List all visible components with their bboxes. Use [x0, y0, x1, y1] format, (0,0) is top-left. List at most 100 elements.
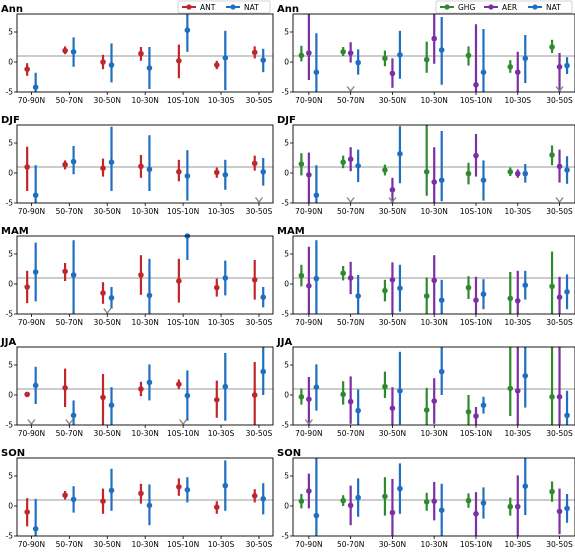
panel-son-right-aer-point-50-70n: [347, 502, 354, 509]
panel-jja-left-nat-point-10-30s: [222, 383, 229, 390]
panel-jja-right-ghg-point-10-30s: [507, 385, 514, 392]
panel-ann-left-xtick-label-30-50n: 30-50N: [94, 96, 121, 105]
panel-mam-left-ytick-label--5: -5: [6, 310, 14, 319]
panel-jja-right-ytick-label-5: 5: [284, 361, 289, 370]
panel-son-left-nat-point-10s-10n: [184, 487, 191, 493]
panel-jja-right-nat-point-30-50n: [397, 388, 403, 394]
panel-jja-left-nat-point-30-50n: [108, 402, 115, 409]
panel-jja-right-aer-point-10-30n: [431, 398, 438, 404]
panel-mam-left-xtick-label-10-30s: 10-30S: [208, 318, 235, 327]
panel-son-right-ytick-label--5: -5: [282, 532, 290, 541]
panel-son-left-nat-point-30-50n: [108, 487, 115, 494]
panel-ann-right-outside-marker-0: [346, 86, 355, 93]
panel-son-right-xtick-label-30-50s: 30-50S: [546, 540, 573, 549]
panel-mam-left-title: MAM: [1, 226, 29, 237]
panel-ann-right-xtick-label-30-50s: 30-50S: [546, 96, 573, 105]
panel-jja-left-xtick-label-50-70n: 50-70N: [56, 429, 83, 438]
panel-ann-right-ghg-point-30-50s: [549, 44, 555, 50]
panel-jja-left-ytick-label--5: -5: [6, 421, 14, 430]
panel-ann-left-xtick-label-10-30n: 10-30N: [131, 96, 158, 105]
legend-left-ant-label: ANT: [200, 3, 216, 12]
panel-jja-right-aer-point-10s-10n: [473, 413, 479, 419]
panel-djf-left-xtick-label-10s-10n: 10S-10N: [167, 207, 199, 216]
panel-son-right-ghg-point-30-50n: [382, 493, 388, 500]
panel-mam-left-ant-point-30-50s: [251, 277, 258, 283]
panel-ann-left-ant-point-10-30s: [213, 62, 220, 68]
legend-right-ghg-marker: [444, 4, 450, 10]
panel-ann-left-xtick-label-30-50s: 30-50S: [246, 96, 273, 105]
panel-djf-left-nat-point-70-90n: [32, 192, 39, 198]
panel-djf-left-ytick-label-0: 0: [8, 169, 13, 178]
panel-son-left-nat-point-50-70n: [70, 496, 77, 503]
panel-jja-right-xtick-label-50-70n: 50-70N: [337, 429, 364, 438]
panel-jja-right-ghg-point-10-30n: [423, 407, 430, 413]
panel-ann-left-nat-point-10-30n: [146, 65, 153, 71]
panel-son-left-ant-point-10-30n: [138, 490, 144, 497]
panel-son-left-title: SON: [1, 448, 25, 459]
panel-jja-right-nat-point-30-50s: [564, 412, 570, 419]
panel-ann-left-ant-point-10s-10n: [176, 58, 182, 64]
panel-ann-left-nat-point-50-70n: [70, 49, 77, 55]
panel-jja-right-ghg-point-50-70n: [340, 391, 346, 398]
panel-ann-left-ant-point-50-70n: [62, 47, 68, 54]
panel-son-right-aer-point-10-30s: [514, 503, 521, 510]
panel-mam-left-nat-point-50-70n: [70, 272, 77, 278]
panel-djf-left-xtick-label-70-90n: 70-90N: [18, 207, 45, 216]
legend-right-nat-label: NAT: [546, 3, 561, 12]
panel-djf-right-xtick-label-10s-10n: 10S-10N: [460, 207, 492, 216]
panel-ann-right-outside-marker-1: [555, 86, 564, 93]
panel-jja-left-ant-point-50-70n: [62, 385, 68, 391]
panel-mam-left-ant-point-10s-10n: [176, 278, 182, 284]
panel-djf-right-aer-point-70-90n: [306, 172, 312, 178]
panel-djf-left-nat-point-10-30n: [146, 166, 153, 173]
panel-mam-right-aer-point-30-50s: [556, 294, 563, 301]
panel-son-right-nat-point-10s-10n: [480, 500, 487, 506]
legend-left-box: [177, 0, 271, 14]
panel-jja-right-ghg-point-10s-10n: [465, 409, 472, 415]
panel-djf-left-xtick-label-30-50s: 30-50S: [246, 207, 273, 216]
panel-mam-left-xtick-label-30-50n: 30-50N: [94, 318, 121, 327]
panel-mam-right-nat-point-30-50n: [397, 285, 403, 292]
panel-mam-left-xtick-label-30-50s: 30-50S: [246, 318, 273, 327]
panel-djf-left-nat-point-30-50s: [260, 169, 267, 175]
panel-jja-right-xtick-label-10s-10n: 10S-10N: [460, 429, 492, 438]
panel-mam-right-aer-point-30-50n: [389, 277, 396, 283]
panel-mam-right-aer-point-10-30n: [431, 277, 438, 284]
panel-jja-left-ant-point-10s-10n: [176, 381, 182, 388]
panel-djf-right-aer-point-30-50s: [556, 163, 563, 170]
panel-jja-right-xtick-label-10-30s: 10-30S: [504, 429, 531, 438]
panel-djf-left-nat-point-30-50n: [108, 159, 115, 165]
panel-jja-left-nat-point-50-70n: [70, 412, 77, 419]
panel-mam-right-aer-point-70-90n: [306, 283, 312, 289]
panel-ann-left-nat-point-10-30s: [222, 55, 229, 61]
panel-son-right-ytick-label-0: 0: [284, 502, 289, 511]
panel-mam-right-xtick-label-10-30n: 10-30N: [421, 318, 448, 327]
panel-son-right-aer-point-70-90n: [306, 488, 312, 494]
panel-ann-right-ghg-point-10s-10n: [465, 52, 472, 59]
legend-left-nat-marker: [230, 4, 236, 10]
panel-son-left-xtick-label-70-90n: 70-90N: [18, 540, 45, 549]
panel-mam-right-aer-point-10-30s: [514, 298, 521, 304]
panel-djf-left-ant-point-30-50n: [100, 165, 106, 171]
panel-djf-right-ytick-label-5: 5: [284, 139, 289, 148]
panel-jja-left-ytick-label-0: 0: [8, 391, 13, 400]
panel-ann-right-ytick-label-0: 0: [284, 58, 289, 67]
panel-ann-right-aer-point-10-30s: [514, 69, 521, 75]
panel-son-right-nat-point-30-50n: [397, 485, 403, 492]
panel-mam-right-ghg-point-10-30s: [507, 295, 514, 302]
panel-ann-right-aer-point-10s-10n: [473, 82, 479, 88]
panel-djf-right-xtick-label-10-30n: 10-30N: [421, 207, 448, 216]
panel-djf-left-ant-point-30-50s: [251, 160, 258, 167]
panel-ann-right-aer-point-30-50n: [389, 70, 396, 77]
panel-jja-left-xtick-label-10-30s: 10-30S: [208, 429, 235, 438]
panel-djf-left-ant-point-70-90n: [24, 164, 30, 170]
legend-left-nat-label: NAT: [244, 3, 259, 12]
panel-mam-right-nat-point-10-30n: [438, 297, 445, 304]
panel-son-left-axes-frame: [16, 457, 274, 537]
panel-djf-left-ant-point-10s-10n: [176, 169, 182, 175]
panel-son-left-xtick-label-10-30s: 10-30S: [208, 540, 235, 549]
panel-son-right-nat-point-30-50s: [564, 505, 570, 512]
panel-son-left-xtick-label-30-50n: 30-50N: [94, 540, 121, 549]
panel-son-right-xtick-label-70-90n: 70-90N: [295, 540, 322, 549]
panel-son-right-xtick-label-30-50n: 30-50N: [379, 540, 406, 549]
